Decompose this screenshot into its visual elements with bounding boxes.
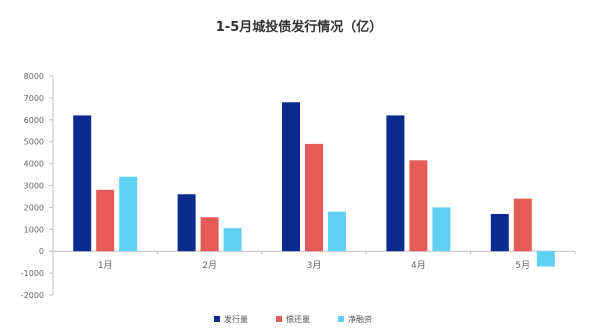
y-tick-label: -1000 xyxy=(21,269,44,278)
bar xyxy=(223,228,242,252)
bar xyxy=(200,217,219,252)
bar xyxy=(73,115,92,252)
y-tick-label: 7000 xyxy=(24,94,44,103)
legend-swatch xyxy=(276,316,282,322)
bar xyxy=(305,143,323,252)
y-tick-label: 8000 xyxy=(24,72,44,81)
plot-area: -2000 -1000 0 1000 2000 3000 4000 5000 6000 7000 8… xyxy=(21,72,576,300)
legend-label: 发行量 xyxy=(224,314,248,324)
bar xyxy=(490,213,509,252)
legend-label: 偿还量 xyxy=(286,314,310,324)
bar xyxy=(96,189,115,252)
legend-label: 净融资 xyxy=(348,314,372,324)
y-tick-label: 4000 xyxy=(24,160,44,169)
legend-swatch xyxy=(338,316,344,322)
y-tick-label: -2000 xyxy=(21,291,44,300)
bar xyxy=(282,102,300,252)
chart-title: 1-5月城投债发行情况（亿） xyxy=(216,19,383,35)
y-tick-label: 6000 xyxy=(24,116,44,125)
bar xyxy=(177,194,196,252)
bar xyxy=(536,251,555,267)
y-tick-label: 5000 xyxy=(24,138,44,147)
x-tick-label: 1月 xyxy=(98,260,113,271)
bar xyxy=(409,160,428,252)
y-tick-label: 1000 xyxy=(24,225,44,234)
legend-swatch xyxy=(214,316,220,322)
bar xyxy=(328,211,346,252)
legend: 发行量 偿还量 净融资 xyxy=(214,314,372,324)
x-tick-label: 4月 xyxy=(411,260,426,271)
bar xyxy=(513,198,532,252)
x-tick-label: 3月 xyxy=(307,260,322,271)
x-tick-label: 2月 xyxy=(202,260,217,271)
y-tick-label: 3000 xyxy=(24,182,44,191)
bar xyxy=(119,176,138,252)
y-tick-label: 0 xyxy=(39,247,44,256)
bar xyxy=(386,115,405,252)
bar xyxy=(432,207,451,252)
x-tick-label: 5月 xyxy=(515,260,530,271)
y-tick-label: 2000 xyxy=(24,203,44,212)
